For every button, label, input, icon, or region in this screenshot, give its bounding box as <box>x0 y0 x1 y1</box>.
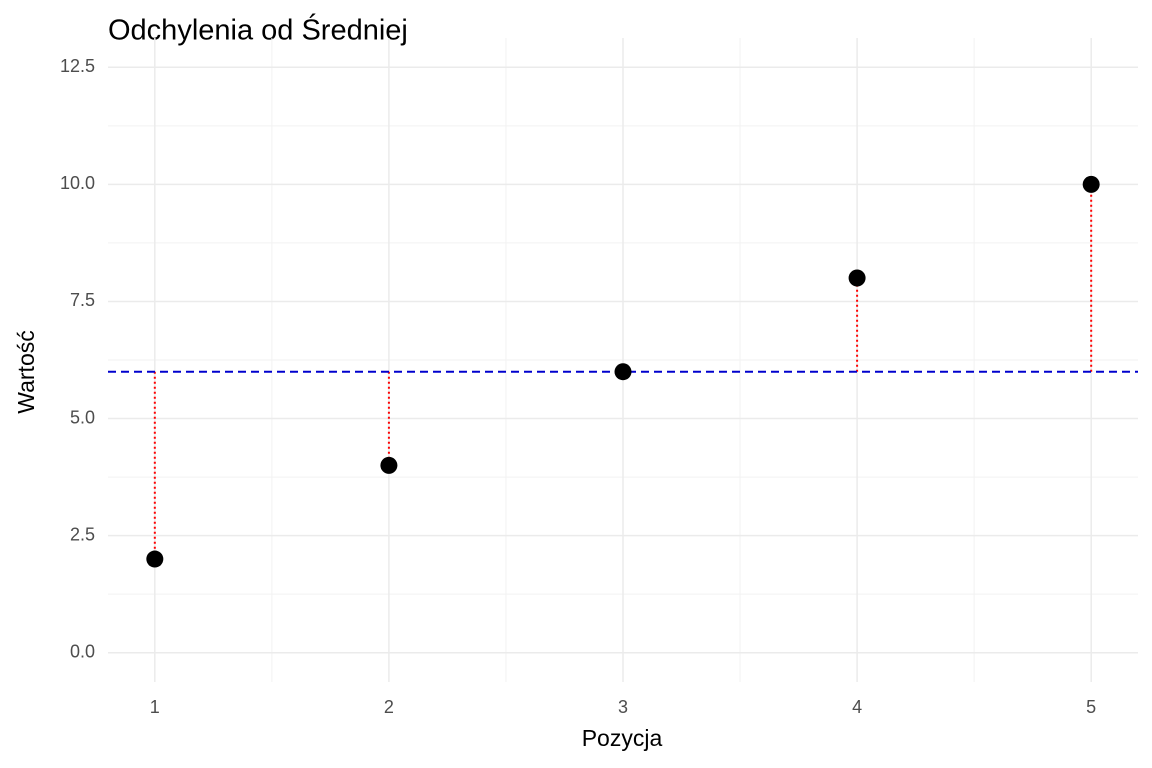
x-axis-title: Pozycja <box>582 725 663 751</box>
y-tick-label: 7.5 <box>70 290 95 310</box>
point <box>380 456 398 474</box>
point <box>146 550 164 568</box>
y-tick-label: 12.5 <box>60 56 95 76</box>
point <box>1082 175 1100 193</box>
x-tick-label: 4 <box>852 697 862 717</box>
chart-title: Odchylenia od Średniej <box>108 13 408 47</box>
x-tick-label: 3 <box>618 697 628 717</box>
y-tick-label: 2.5 <box>70 524 95 544</box>
y-tick-label: 5.0 <box>70 407 95 427</box>
point <box>614 363 632 381</box>
y-axis-title: Wartość <box>13 330 39 414</box>
x-tick-label: 5 <box>1086 697 1096 717</box>
point <box>848 269 866 287</box>
y-tick-label: 10.0 <box>60 173 95 193</box>
x-tick-label: 2 <box>384 697 394 717</box>
x-tick-label: 1 <box>150 697 160 717</box>
y-tick-label: 0.0 <box>70 641 95 661</box>
